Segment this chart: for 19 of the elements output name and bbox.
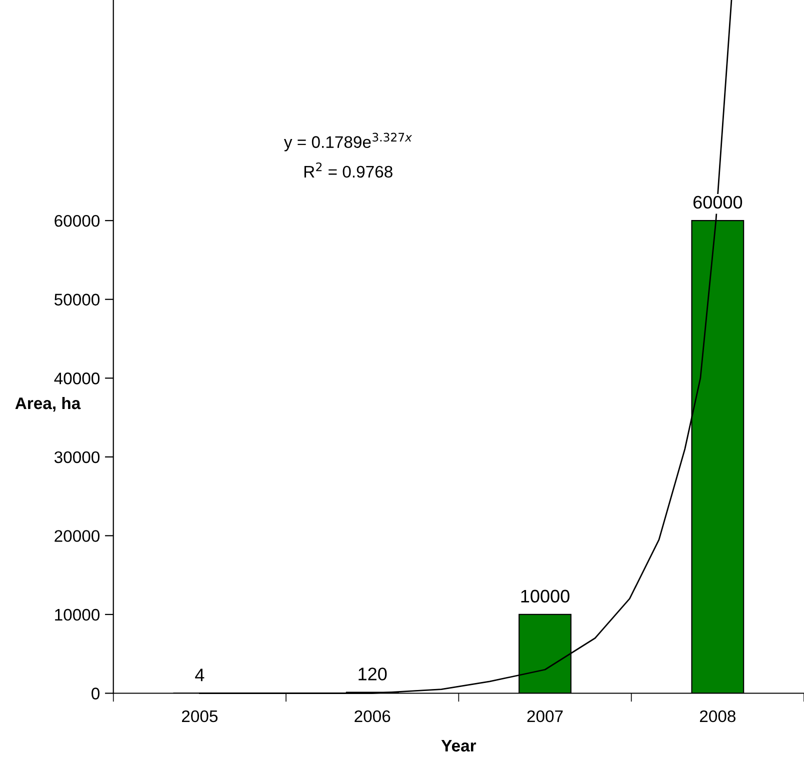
y-tick-label: 60000 — [54, 214, 100, 227]
x-tick-label: 2006 — [354, 710, 390, 722]
y-tick-label: 0 — [92, 688, 100, 700]
y-tick-label: 30000 — [54, 451, 100, 464]
y-tick-label: 10000 — [55, 608, 100, 621]
annotation: y = 0.1789e$^{3.327x}$ — [284, 132, 412, 152]
data-label: 10000 — [521, 590, 570, 603]
x-tick-label: 2008 — [700, 710, 736, 722]
y-tick-label: 50000 — [54, 294, 100, 306]
y-tick-label: 20000 — [54, 530, 100, 542]
data-label: 120 — [358, 668, 387, 680]
annotation: R$^{2}$ = 0.9768 — [304, 162, 392, 178]
y-axis-title: Area, ha — [15, 396, 81, 412]
x-tick-label: 2007 — [527, 710, 563, 722]
data-label: 4 — [195, 668, 204, 682]
data-label: 60000 — [693, 196, 742, 209]
x-tick-label: 2005 — [182, 710, 218, 722]
y-tick-label: 40000 — [54, 372, 100, 384]
x-axis-title: Year — [441, 740, 476, 752]
